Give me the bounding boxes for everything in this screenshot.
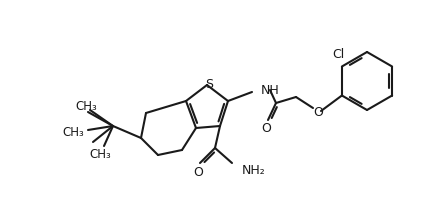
Text: NH: NH (261, 84, 280, 97)
Text: CH₃: CH₃ (62, 125, 84, 138)
Text: CH₃: CH₃ (89, 148, 111, 160)
Text: CH₃: CH₃ (75, 100, 97, 113)
Text: O: O (261, 121, 271, 135)
Text: O: O (193, 165, 203, 178)
Text: Cl: Cl (332, 48, 344, 61)
Text: S: S (205, 78, 213, 91)
Text: NH₂: NH₂ (242, 165, 266, 178)
Text: O: O (313, 106, 323, 119)
